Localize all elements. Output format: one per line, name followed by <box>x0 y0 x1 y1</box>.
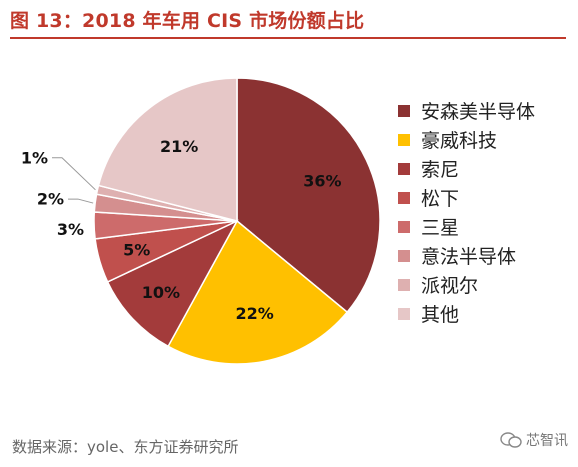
legend-swatch <box>398 191 410 204</box>
legend-item-7: 派视尔 <box>398 270 535 299</box>
legend-swatch <box>398 133 410 146</box>
slice-label-8: 21% <box>160 137 198 156</box>
pie-slice-2 <box>167 219 349 365</box>
slice-label-4: 5% <box>123 241 150 260</box>
watermark: 芯智讯 <box>500 430 568 450</box>
legend-label: 三星 <box>421 217 460 239</box>
chart-title: 图 13：2018 年车用 CIS 市场份额占比 <box>10 10 365 32</box>
legend-swatch <box>398 307 410 320</box>
slice-label-3: 10% <box>142 283 180 302</box>
legend-item-5: 三星 <box>398 212 535 241</box>
legend-swatch <box>398 104 410 117</box>
legend-label: 意法半导体 <box>421 246 517 268</box>
leader-lines <box>52 157 96 204</box>
legend-item-1: 安森美半导体 <box>398 96 535 125</box>
legend-item-8: 其他 <box>398 299 535 328</box>
legend-label: 派视尔 <box>421 275 479 297</box>
slice-label-2: 22% <box>236 304 274 323</box>
pie-slice-1 <box>236 77 381 314</box>
chart-legend: 安森美半导体 豪威科技索尼松下三星意法半导体派视尔其他 <box>398 96 535 328</box>
legend-swatch <box>398 278 410 291</box>
legend-label: 松下 <box>421 188 460 210</box>
chat-bubble-icon <box>500 432 522 448</box>
legend-label: 其他 <box>421 304 460 326</box>
title-divider <box>10 37 566 39</box>
legend-item-4: 松下 <box>398 183 535 212</box>
slice-label-5: 3% <box>57 220 84 239</box>
slice-label-7: 1% <box>21 148 48 167</box>
legend-item-2: 豪威科技 <box>398 125 535 154</box>
slice-label-6: 2% <box>37 190 64 209</box>
slice-labels: 36% 22% 10% 5% 3% 2% 1% 21% <box>21 137 342 323</box>
watermark-text: 芯智讯 <box>526 433 568 449</box>
legend-swatch <box>398 249 410 262</box>
leader-line-7 <box>52 157 96 191</box>
legend-label: 安森美半导体 <box>421 101 536 123</box>
pie-slices <box>93 77 381 365</box>
legend-swatch <box>398 162 410 175</box>
legend-label: 豪威科技 <box>421 130 498 152</box>
source-note: 数据来源：yole、东方证券研究所 <box>12 438 239 456</box>
leader-line-6 <box>68 198 94 204</box>
legend-item-6: 意法半导体 <box>398 241 535 270</box>
legend-item-3: 索尼 <box>398 154 535 183</box>
slice-label-1: 36% <box>303 171 341 190</box>
pie-slice-8 <box>97 77 238 222</box>
legend-swatch <box>398 220 410 233</box>
pie-slice-3 <box>106 219 239 348</box>
legend-label: 索尼 <box>421 159 460 181</box>
